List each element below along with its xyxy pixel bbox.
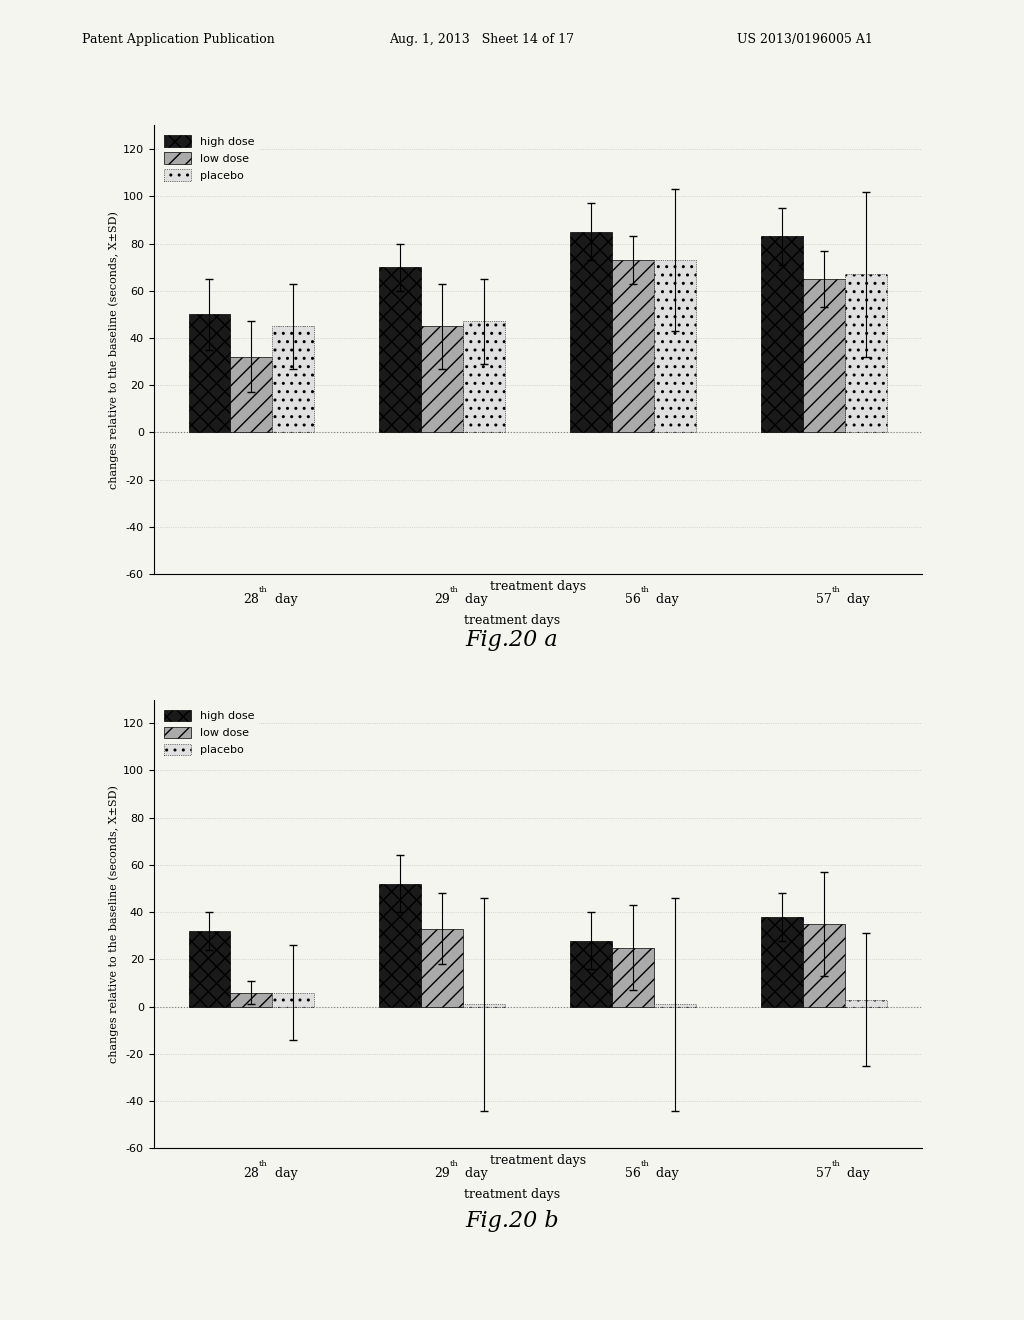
- Text: Fig.20 a: Fig.20 a: [466, 630, 558, 651]
- X-axis label: treatment days: treatment days: [489, 1154, 586, 1167]
- Text: 28: 28: [244, 593, 259, 606]
- Text: Patent Application Publication: Patent Application Publication: [82, 33, 274, 46]
- Bar: [570, 941, 612, 1007]
- Bar: [654, 260, 696, 433]
- Bar: [654, 1005, 696, 1007]
- Bar: [845, 999, 887, 1007]
- Bar: [379, 884, 421, 1007]
- Bar: [463, 322, 505, 433]
- Legend: high dose, low dose, placebo: high dose, low dose, placebo: [159, 705, 259, 759]
- Bar: [570, 232, 612, 433]
- Text: 57: 57: [816, 593, 831, 606]
- Text: th: th: [450, 586, 459, 594]
- Bar: [803, 279, 845, 433]
- Text: 29: 29: [434, 593, 451, 606]
- Bar: [188, 314, 230, 433]
- Bar: [612, 260, 654, 433]
- Text: treatment days: treatment days: [464, 1188, 560, 1201]
- Text: day: day: [652, 593, 679, 606]
- Bar: [761, 236, 803, 433]
- Text: Fig.20 b: Fig.20 b: [465, 1210, 559, 1232]
- Bar: [803, 924, 845, 1007]
- Text: US 2013/0196005 A1: US 2013/0196005 A1: [737, 33, 873, 46]
- Text: th: th: [641, 586, 649, 594]
- Bar: [421, 326, 463, 433]
- Y-axis label: changes relative to the baseline (seconds, X±SD): changes relative to the baseline (second…: [108, 785, 119, 1063]
- Text: 56: 56: [625, 1167, 641, 1180]
- X-axis label: treatment days: treatment days: [489, 579, 586, 593]
- Text: day: day: [652, 1167, 679, 1180]
- Text: th: th: [831, 586, 840, 594]
- Y-axis label: changes relative to the baseline (seconds, X±SD): changes relative to the baseline (second…: [108, 211, 119, 488]
- Text: treatment days: treatment days: [464, 614, 560, 627]
- Text: 57: 57: [816, 1167, 831, 1180]
- Text: 28: 28: [244, 1167, 259, 1180]
- Bar: [421, 929, 463, 1007]
- Text: th: th: [831, 1160, 840, 1168]
- Text: th: th: [259, 586, 268, 594]
- Text: Aug. 1, 2013   Sheet 14 of 17: Aug. 1, 2013 Sheet 14 of 17: [389, 33, 574, 46]
- Text: day: day: [270, 593, 297, 606]
- Legend: high dose, low dose, placebo: high dose, low dose, placebo: [159, 131, 259, 185]
- Bar: [188, 931, 230, 1007]
- Bar: [761, 917, 803, 1007]
- Bar: [845, 275, 887, 433]
- Bar: [230, 993, 272, 1007]
- Bar: [463, 1005, 505, 1007]
- Text: day: day: [843, 593, 869, 606]
- Bar: [272, 326, 314, 433]
- Text: th: th: [259, 1160, 268, 1168]
- Text: day: day: [270, 1167, 297, 1180]
- Bar: [230, 356, 272, 433]
- Text: day: day: [461, 593, 488, 606]
- Text: 29: 29: [434, 1167, 451, 1180]
- Text: 56: 56: [625, 593, 641, 606]
- Text: day: day: [843, 1167, 869, 1180]
- Bar: [612, 948, 654, 1007]
- Bar: [379, 267, 421, 433]
- Text: th: th: [641, 1160, 649, 1168]
- Text: day: day: [461, 1167, 488, 1180]
- Bar: [272, 993, 314, 1007]
- Text: th: th: [450, 1160, 459, 1168]
